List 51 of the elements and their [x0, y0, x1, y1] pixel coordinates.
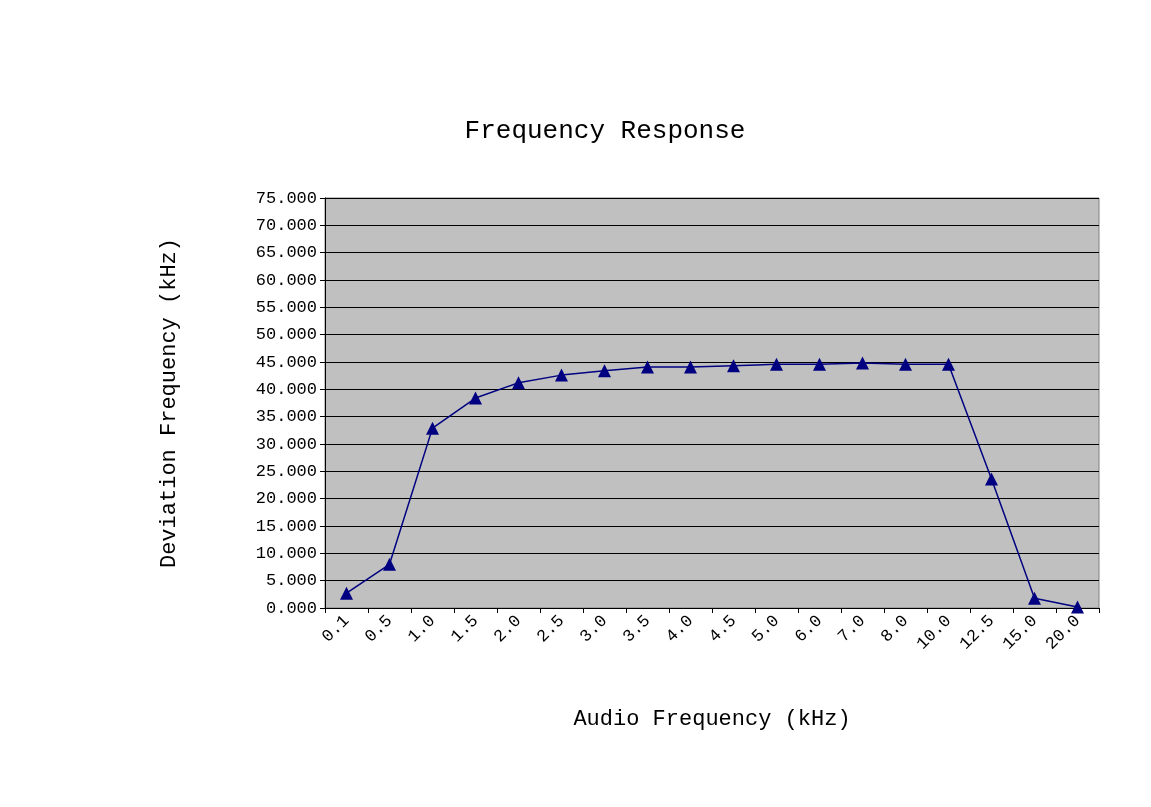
- y-tick-label: 5.000: [265, 571, 317, 591]
- point: [598, 364, 611, 378]
- point: [383, 557, 396, 571]
- x-axis-title: Audio Frequency (kHz): [573, 706, 851, 732]
- y-tick-label: 15.000: [255, 516, 317, 536]
- y-tick-label: 0.000: [265, 598, 317, 618]
- y-tick-label: 25.000: [255, 461, 317, 481]
- x-tick-label: 8.0: [877, 611, 913, 647]
- x-tick-label: 0.1: [318, 611, 354, 647]
- y-tick-label: 75.000: [255, 188, 317, 208]
- point: [1028, 591, 1041, 605]
- x-tick-label: 1.5: [447, 611, 483, 647]
- point: [684, 360, 697, 374]
- y-tick-label: 50.000: [255, 325, 317, 345]
- y-tick-label: 30.000: [255, 434, 317, 454]
- x-tick-label: 3.0: [576, 611, 612, 647]
- point: [942, 357, 955, 371]
- x-tick-label: 5.0: [748, 611, 784, 647]
- y-tick-label: 45.000: [255, 352, 317, 372]
- point: [985, 472, 998, 486]
- chart-title: Frequency Response: [464, 116, 746, 146]
- point: [641, 360, 654, 374]
- y-tick-label: 10.000: [255, 543, 317, 563]
- x-tick-label: 1.0: [404, 611, 440, 647]
- point: [340, 586, 353, 600]
- y-tick-label: 70.000: [255, 215, 317, 235]
- point: [856, 356, 869, 370]
- point: [727, 359, 740, 373]
- point: [469, 391, 482, 405]
- x-tick-label: 2.5: [533, 611, 569, 647]
- y-tick-label: 65.000: [255, 243, 317, 263]
- y-tick-label: 40.000: [255, 379, 317, 399]
- y-axis-title: Deviation Frequency (kHz): [156, 237, 182, 569]
- x-tick-label: 0.5: [361, 611, 397, 647]
- x-tick-label: 4.5: [705, 611, 741, 647]
- y-tick-label: 55.000: [255, 297, 317, 317]
- point: [1071, 600, 1084, 614]
- y-tick-label: 35.000: [255, 407, 317, 427]
- x-tick-label: 3.5: [619, 611, 655, 647]
- point: [512, 376, 525, 390]
- point: [555, 368, 568, 382]
- point: [899, 357, 912, 371]
- y-tick-label: 20.000: [255, 489, 317, 509]
- x-tick-label: 2.0: [490, 611, 526, 647]
- point: [813, 357, 826, 371]
- x-tick-label: 6.0: [791, 611, 827, 647]
- point: [426, 421, 439, 435]
- x-tick-label: 4.0: [662, 611, 698, 647]
- point: [770, 357, 783, 371]
- y-tick-label: 60.000: [255, 270, 317, 290]
- x-tick-label: 7.0: [834, 611, 870, 647]
